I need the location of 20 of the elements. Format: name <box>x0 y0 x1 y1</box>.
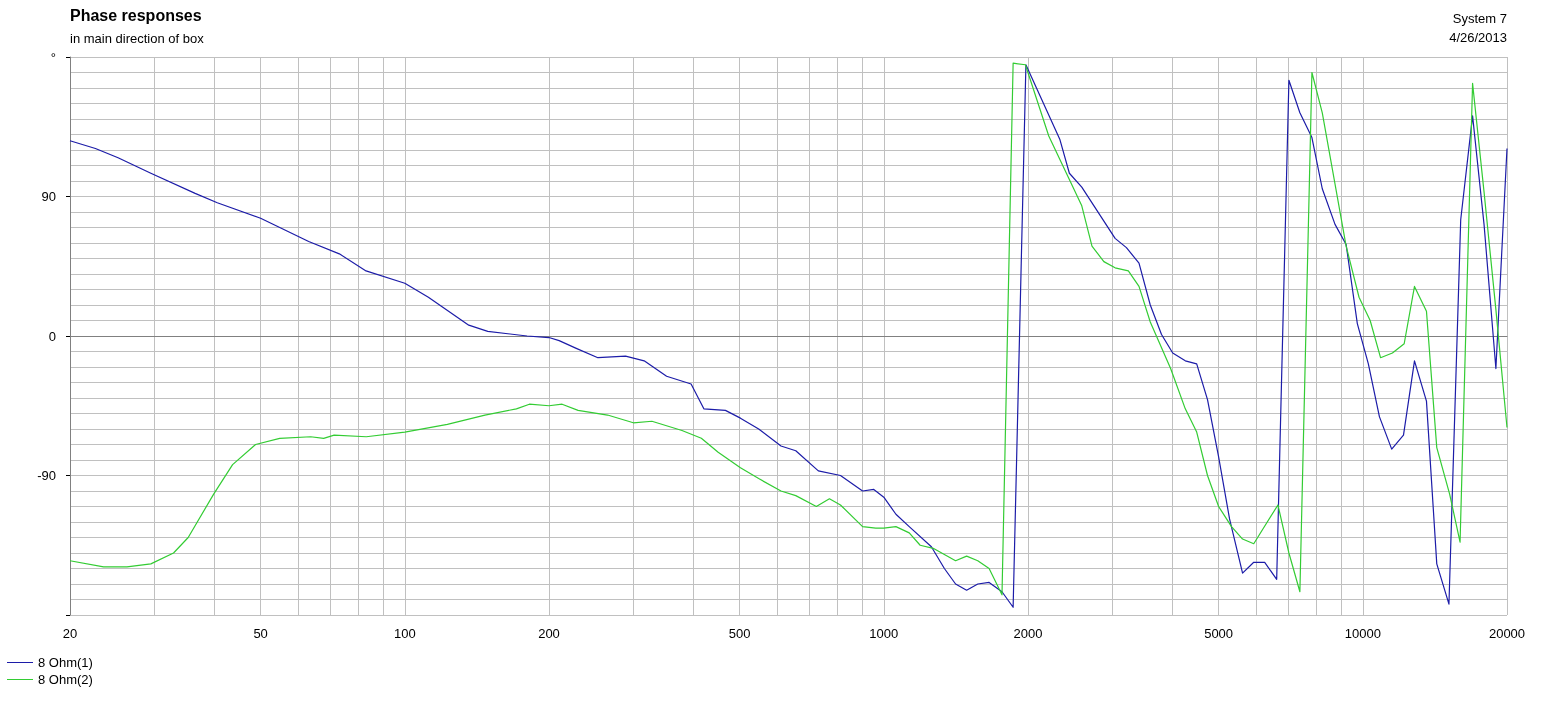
chart-subtitle: in main direction of box <box>70 31 205 46</box>
text: System 7 <box>1452 11 1507 26</box>
text: 4/26/2013 <box>1449 30 1507 45</box>
x-tick-label: 20 <box>62 626 78 641</box>
x-tick-label: 10000 <box>1344 626 1381 641</box>
y-tick-label: -90 <box>37 468 56 483</box>
x-tick-label: 500 <box>728 626 751 641</box>
y-tick-label: ° <box>50 49 56 65</box>
chart-title: Phase responses <box>70 6 202 24</box>
legend-label: 8 Ohm(2) <box>38 672 93 687</box>
x-tick-label: 1000 <box>869 626 899 641</box>
x-tick-label: 5000 <box>1204 626 1234 641</box>
y-tick-label: 90 <box>41 189 56 204</box>
x-tick-label: 200 <box>538 626 560 641</box>
legend-label: 8 Ohm(1) <box>38 655 93 670</box>
x-tick-label: 50 <box>253 626 268 641</box>
y-tick-label: 0 <box>48 328 56 344</box>
x-tick-label: 2000 <box>1013 626 1043 641</box>
x-tick-label: 100 <box>393 626 416 641</box>
x-tick-label: 20000 <box>1488 626 1526 641</box>
